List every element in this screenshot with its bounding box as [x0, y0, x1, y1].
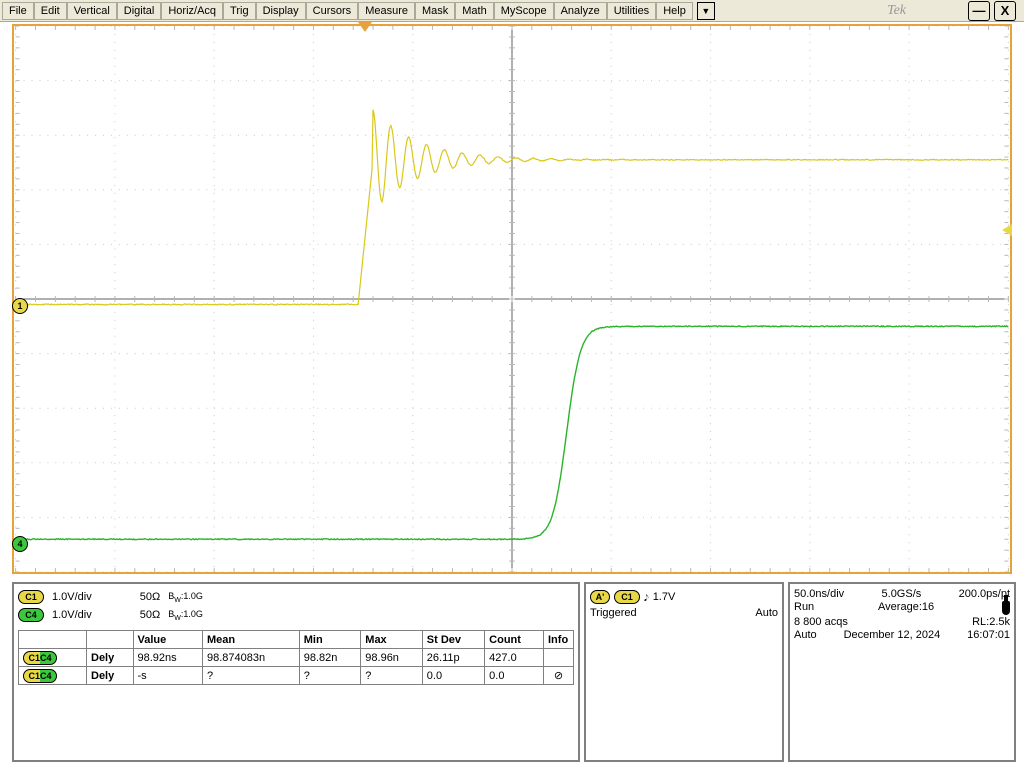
meas-source-badge: C1C4	[23, 669, 57, 683]
rl-label: RL:	[972, 616, 989, 628]
thermometer-icon	[1002, 601, 1010, 615]
ch4-impedance: 50Ω	[140, 609, 160, 621]
ch1-settings-row[interactable]: C1 1.0V/div 50Ω BW:1.0G	[18, 588, 574, 606]
menu-vertical[interactable]: Vertical	[67, 2, 117, 20]
meas-header	[87, 631, 134, 649]
ch1-bw: BW:1.0G	[168, 591, 203, 604]
ch1-vdiv: 1.0V/div	[52, 591, 92, 603]
meas-header: Info	[544, 631, 574, 649]
trig-mode-status: Auto	[794, 629, 817, 641]
trigger-mode: Auto	[755, 607, 778, 619]
ch1-impedance: 50Ω	[140, 591, 160, 603]
minimize-button[interactable]: —	[968, 1, 990, 21]
channel-4-ground-marker[interactable]: 4	[12, 536, 28, 552]
ch4-settings-row[interactable]: C4 1.0V/div 50Ω BW:1.0G	[18, 606, 574, 624]
menu-math[interactable]: Math	[455, 2, 493, 20]
acquisition-status-panel[interactable]: 50.0ns/div 5.0GS/s 200.0ps/pt Run Averag…	[788, 582, 1016, 762]
menu-edit[interactable]: Edit	[34, 2, 67, 20]
menu-bar: FileEditVerticalDigitalHoriz/AcqTrigDisp…	[0, 0, 1024, 22]
resolution: 200.0ps/pt	[959, 588, 1010, 600]
date: December 12, 2024	[844, 629, 941, 641]
trigger-level: 1.7V	[653, 591, 676, 603]
meas-header: St Dev	[422, 631, 484, 649]
avg-count: 16	[922, 601, 934, 613]
menu-mask[interactable]: Mask	[415, 2, 455, 20]
avg-label: Average:	[878, 601, 922, 613]
trigger-state: Triggered	[590, 607, 637, 619]
menu-file[interactable]: File	[2, 2, 34, 20]
measurement-table: ValueMeanMinMaxSt DevCountInfoC1C4Dely98…	[18, 630, 574, 685]
menu-digital[interactable]: Digital	[117, 2, 162, 20]
ch1-badge: C1	[18, 590, 44, 604]
measurement-row[interactable]: C1C4Dely98.92ns98.874083n98.82n98.96n26.…	[19, 649, 574, 667]
record-length: 2.5k	[989, 616, 1010, 628]
meas-header: Value	[133, 631, 202, 649]
time: 16:07:01	[967, 629, 1010, 641]
brand-logo: Tek	[887, 3, 906, 19]
menu-myscope[interactable]: MyScope	[494, 2, 554, 20]
menu-display[interactable]: Display	[256, 2, 306, 20]
menu-cursors[interactable]: Cursors	[306, 2, 359, 20]
channel-measurement-panel: C1 1.0V/div 50Ω BW:1.0G C4 1.0V/div 50Ω …	[12, 582, 580, 762]
menu-utilities[interactable]: Utilities	[607, 2, 656, 20]
trigger-a-badge: A'	[590, 590, 610, 604]
run-state: Run	[794, 601, 814, 615]
trigger-source-badge: C1	[614, 590, 640, 604]
timebase: 50.0ns/div	[794, 588, 844, 600]
trigger-panel[interactable]: A' C1 𝆕 1.7V Triggered Auto	[584, 582, 784, 762]
readout-area: C1 1.0V/div 50Ω BW:1.0G C4 1.0V/div 50Ω …	[12, 582, 1016, 762]
trigger-level-marker[interactable]	[1002, 224, 1012, 236]
menu-horizacq[interactable]: Horiz/Acq	[161, 2, 223, 20]
trigger-position-marker[interactable]	[358, 22, 372, 32]
meas-header	[19, 631, 87, 649]
meas-header: Count	[485, 631, 544, 649]
scope-display: 1 4	[12, 24, 1012, 574]
acq-count: 8 800 acqs	[794, 616, 848, 628]
menu-measure[interactable]: Measure	[358, 2, 415, 20]
menu-analyze[interactable]: Analyze	[554, 2, 607, 20]
close-button[interactable]: X	[994, 1, 1016, 21]
menu-help[interactable]: Help	[656, 2, 693, 20]
waveform-canvas	[14, 26, 1010, 572]
meas-header: Mean	[202, 631, 299, 649]
menu-trig[interactable]: Trig	[223, 2, 256, 20]
meas-source-badge: C1C4	[23, 651, 57, 665]
ch4-bw: BW:1.0G	[168, 609, 203, 622]
ch4-vdiv: 1.0V/div	[52, 609, 92, 621]
menu-overflow-dropdown[interactable]: ▼	[697, 2, 715, 20]
sample-rate: 5.0GS/s	[882, 588, 922, 600]
meas-header: Min	[299, 631, 361, 649]
meas-header: Max	[361, 631, 423, 649]
measurement-row[interactable]: C1C4Dely-s???0.00.0⊘	[19, 667, 574, 685]
ch4-badge: C4	[18, 608, 44, 622]
trigger-slope-icon: 𝆕	[644, 588, 649, 605]
channel-1-ground-marker[interactable]: 1	[12, 298, 28, 314]
